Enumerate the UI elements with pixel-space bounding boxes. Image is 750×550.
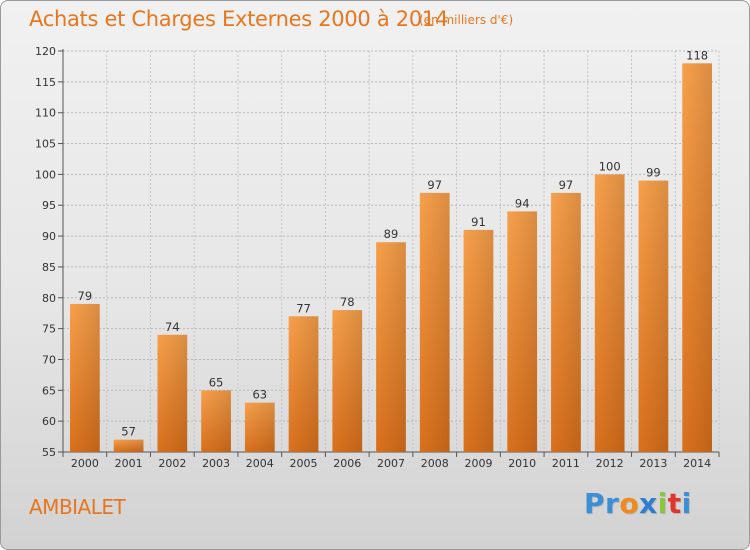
- x-tick-label: 2004: [246, 457, 274, 470]
- logo-letter: P: [584, 487, 606, 520]
- x-tick-label: 2008: [421, 457, 449, 470]
- data-label: 118: [686, 48, 708, 62]
- bar-shade: [594, 174, 625, 452]
- logo-letter: t: [667, 487, 682, 520]
- axes: 55 60 65 70 75 80 85 90 95 100 105 110 115 120 2000 200…: [35, 45, 720, 470]
- data-label: 89: [384, 227, 399, 241]
- y-tick-label: 100: [35, 168, 56, 181]
- bar-shade: [463, 229, 494, 452]
- data-label: 100: [599, 159, 621, 173]
- data-label: 91: [471, 215, 486, 229]
- x-tick-label: 2003: [202, 457, 230, 470]
- y-tick-label: 85: [42, 261, 56, 274]
- data-label: 94: [515, 196, 530, 210]
- bar-shade: [376, 242, 406, 452]
- bar-shade: [69, 303, 100, 452]
- y-tick-label: 120: [35, 45, 56, 58]
- bar-shade: [113, 439, 144, 452]
- chart-title: Achats et Charges Externes 2000 à 2014: [29, 7, 449, 31]
- bar-shade: [244, 402, 275, 452]
- data-label: 97: [427, 178, 442, 192]
- x-tick-label: 2013: [639, 457, 667, 470]
- y-tick-label: 95: [42, 199, 56, 212]
- x-tick-label: 2000: [71, 457, 99, 470]
- data-label: 77: [296, 301, 311, 315]
- x-tick-label: 2007: [377, 457, 405, 470]
- bar-shade: [507, 211, 538, 452]
- x-tick-label: 2009: [464, 457, 492, 470]
- y-tick-label: 115: [35, 76, 56, 89]
- data-label: 99: [646, 166, 661, 180]
- y-tick-label: 110: [35, 107, 56, 120]
- y-tick-label: 65: [42, 384, 56, 397]
- x-tick-label: 2010: [508, 457, 536, 470]
- bar-shade: [638, 180, 669, 453]
- bar-shade: [157, 334, 188, 452]
- y-tick-label: 60: [42, 415, 56, 428]
- y-tick-label: 75: [42, 323, 56, 336]
- x-tick-label: 2001: [115, 457, 143, 470]
- chart-subtitle: (en milliers d'€): [419, 13, 514, 27]
- bars: [69, 63, 713, 453]
- data-label: 97: [559, 178, 574, 192]
- x-tick-label: 2014: [683, 457, 711, 470]
- logo-letter: r: [605, 487, 620, 520]
- proxiti-logo: Proxiti: [584, 487, 692, 520]
- x-tick-label: 2012: [596, 457, 624, 470]
- bar-shade: [551, 192, 581, 452]
- data-label: 65: [209, 375, 224, 389]
- x-tick-label: 2005: [290, 457, 318, 470]
- y-tick-label: 105: [35, 138, 56, 151]
- x-tick-label: 2006: [333, 457, 361, 470]
- data-label: 74: [165, 320, 180, 334]
- y-tick-label: 80: [42, 292, 56, 305]
- data-label: 79: [78, 289, 93, 303]
- bar-shade: [288, 316, 319, 452]
- x-tick-label: 2011: [552, 457, 580, 470]
- y-tick-label: 70: [42, 353, 56, 366]
- bar-shade: [682, 63, 713, 452]
- y-tick-label: 55: [42, 446, 56, 459]
- logo-letter: i: [657, 487, 668, 520]
- logo-letter: i: [681, 487, 692, 520]
- data-labels: 79 57 74 65 63 77 78 89 97 91 94 97 100 99 118: [78, 48, 709, 438]
- y-tick-label: 90: [42, 230, 56, 243]
- logo-letter: o: [619, 487, 640, 520]
- data-label: 78: [340, 295, 355, 309]
- bar-shade: [332, 310, 363, 452]
- bar-shade: [201, 390, 231, 452]
- commune-name: AMBIALET: [29, 495, 126, 519]
- x-tick-label: 2002: [158, 457, 186, 470]
- logo-letter: x: [639, 487, 658, 520]
- bar-shade: [419, 192, 450, 452]
- data-label: 63: [252, 388, 267, 402]
- data-label: 57: [121, 425, 136, 439]
